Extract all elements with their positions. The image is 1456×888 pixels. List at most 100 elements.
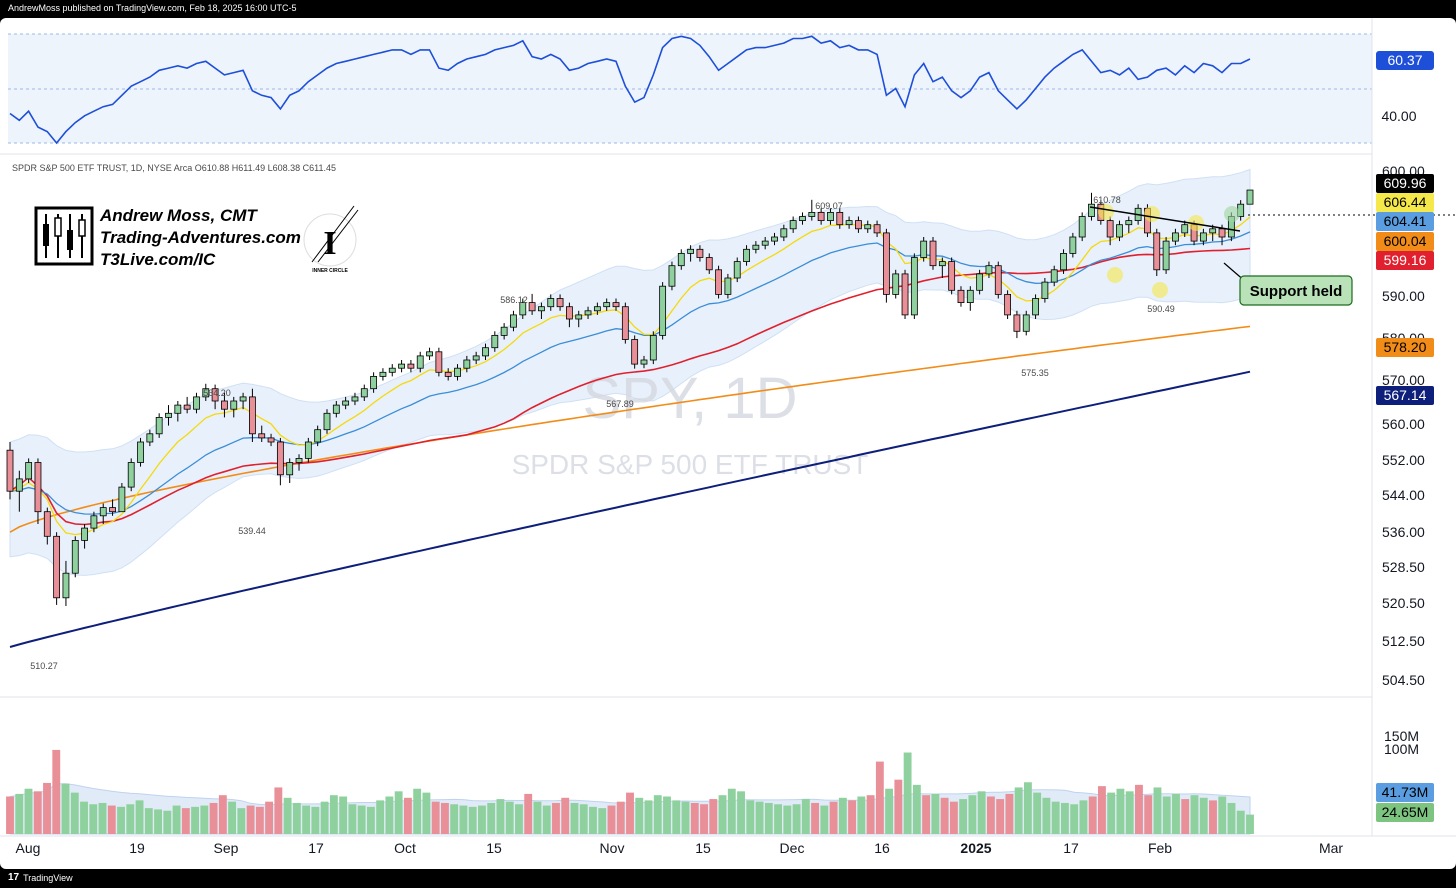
- candle: [174, 401, 182, 422]
- svg-text:I: I: [323, 225, 336, 262]
- candle: [882, 228, 890, 303]
- candle: [799, 212, 806, 225]
- candle: [892, 269, 900, 299]
- candle: [1069, 232, 1077, 258]
- rsi-tick-40: 40.00: [1381, 108, 1416, 124]
- candle: [771, 232, 778, 246]
- time-tick: Dec: [780, 840, 805, 856]
- candle: [314, 425, 322, 447]
- candle: [53, 532, 61, 605]
- volume-bar: [366, 806, 375, 834]
- volume-bar: [635, 797, 644, 834]
- candle: [193, 392, 200, 414]
- price-tag: 600.04: [1376, 232, 1434, 251]
- volume-bar: [811, 802, 820, 834]
- chart-canvas[interactable]: 60.37 40.00 SPDR S&P 500 ETF TRUST, 1D, …: [0, 18, 1456, 869]
- candle: [724, 273, 732, 299]
- price-tag: 604.41: [1376, 212, 1434, 231]
- volume-bar: [478, 805, 486, 834]
- candle: [444, 368, 452, 381]
- candle: [1181, 220, 1189, 237]
- volume-bar: [1060, 802, 1069, 834]
- candle: [239, 392, 247, 410]
- candle: [165, 405, 172, 426]
- candle: [612, 298, 620, 311]
- candle: [966, 286, 974, 311]
- volume-bar: [1098, 786, 1106, 834]
- candle: [230, 396, 238, 418]
- candle: [332, 401, 340, 418]
- chart-frame: 60.37 40.00 SPDR S&P 500 ETF TRUST, 1D, …: [0, 18, 1456, 869]
- volume-bar: [80, 801, 88, 834]
- volume-bar: [200, 805, 209, 834]
- brand-line-3: T3Live.com/IC: [100, 250, 216, 269]
- volume-bar: [33, 791, 42, 834]
- candle: [71, 536, 79, 578]
- candle: [351, 392, 359, 406]
- candle: [733, 257, 741, 283]
- price-tag: 606.44: [1376, 193, 1434, 212]
- price-tag: 599.16: [1376, 251, 1434, 270]
- candle: [808, 199, 816, 221]
- price-annotation: 510.27: [30, 661, 58, 671]
- svg-text:599.16: 599.16: [1384, 252, 1427, 268]
- candle: [1004, 290, 1011, 319]
- candle: [929, 237, 937, 270]
- volume-bar: [552, 802, 560, 834]
- svg-text:578.20: 578.20: [1384, 339, 1427, 355]
- svg-text:60.37: 60.37: [1387, 52, 1422, 68]
- candle: [202, 383, 210, 401]
- candle: [304, 437, 312, 463]
- candle: [538, 302, 545, 319]
- volume-bar: [764, 802, 773, 834]
- volume-bar: [755, 801, 764, 834]
- candle: [649, 331, 657, 365]
- volume-bar: [413, 788, 422, 834]
- volume-tick-100m: 100M: [1384, 741, 1419, 757]
- volume-bar: [986, 796, 995, 834]
- candle: [593, 302, 601, 315]
- author-logo: [34, 206, 94, 266]
- highlight-dot: [1224, 206, 1240, 222]
- volume-bar: [626, 792, 634, 834]
- rsi-pane: 60.37 40.00: [8, 33, 1434, 145]
- volume-bar: [1135, 784, 1143, 834]
- volume-bar: [949, 801, 958, 834]
- volume-bar: [107, 805, 116, 834]
- volume-bar: [6, 796, 14, 834]
- candle: [472, 351, 480, 365]
- volume-bar: [959, 799, 968, 834]
- volume-bar: [885, 788, 894, 834]
- candle: [249, 388, 256, 442]
- volume-bar: [515, 804, 523, 834]
- price-annotation: 590.49: [1147, 304, 1175, 314]
- candle: [1013, 310, 1021, 339]
- candle: [640, 355, 648, 369]
- time-tick: 15: [695, 840, 711, 856]
- candle: [15, 470, 23, 512]
- volume-bar: [154, 809, 162, 834]
- volume-bar: [311, 806, 320, 834]
- price-tick: 590.00: [1382, 288, 1425, 304]
- candle: [621, 302, 629, 344]
- candle: [1060, 249, 1067, 274]
- time-tick: 15: [486, 840, 502, 856]
- price-annotation: 567.89: [606, 399, 634, 409]
- candle: [976, 269, 984, 295]
- volume-bar: [450, 804, 459, 834]
- volume-bar: [746, 800, 755, 834]
- volume-bar: [1236, 810, 1245, 834]
- candle: [276, 437, 284, 486]
- candle: [901, 269, 909, 319]
- candle: [1153, 228, 1161, 276]
- volume-bar: [996, 799, 1005, 834]
- time-tick: Mar: [1319, 840, 1343, 856]
- price-tags: 609.96 606.44 604.41 600.04 599.16 578.20 567.…: [1376, 174, 1434, 405]
- callout-text: Support held: [1250, 283, 1343, 300]
- candle: [6, 442, 14, 500]
- price-tag: 609.96: [1376, 174, 1434, 193]
- candle: [426, 347, 433, 360]
- volume-bar: [1181, 799, 1190, 834]
- svg-text:606.44: 606.44: [1384, 194, 1427, 210]
- brand-line-2: Trading-Adventures.com: [100, 228, 301, 247]
